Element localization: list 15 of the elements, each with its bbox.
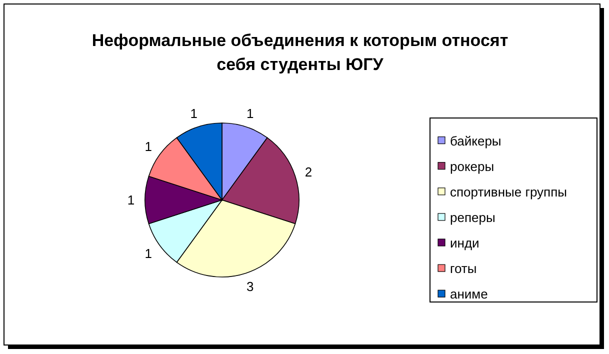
legend-label: спортивные группы xyxy=(450,184,567,200)
chart-title: Неформальные объединения к которым относят себя студенты ЮГУ xyxy=(92,31,508,74)
legend-label: инди xyxy=(450,236,480,250)
legend-label: байкеры xyxy=(450,133,502,148)
data-label: 1 xyxy=(127,192,135,208)
data-label: 1 xyxy=(190,106,198,121)
data-label: 2 xyxy=(304,164,312,180)
data-label: 1 xyxy=(246,106,254,121)
legend-label: рокеры xyxy=(450,158,494,174)
legend-label: готы xyxy=(450,261,477,276)
data-label: 3 xyxy=(246,279,254,294)
legend-label: аниме xyxy=(450,286,488,302)
data-label: 1 xyxy=(144,246,152,261)
legend-label: реперы xyxy=(450,210,496,225)
data-label: 1 xyxy=(144,139,152,154)
